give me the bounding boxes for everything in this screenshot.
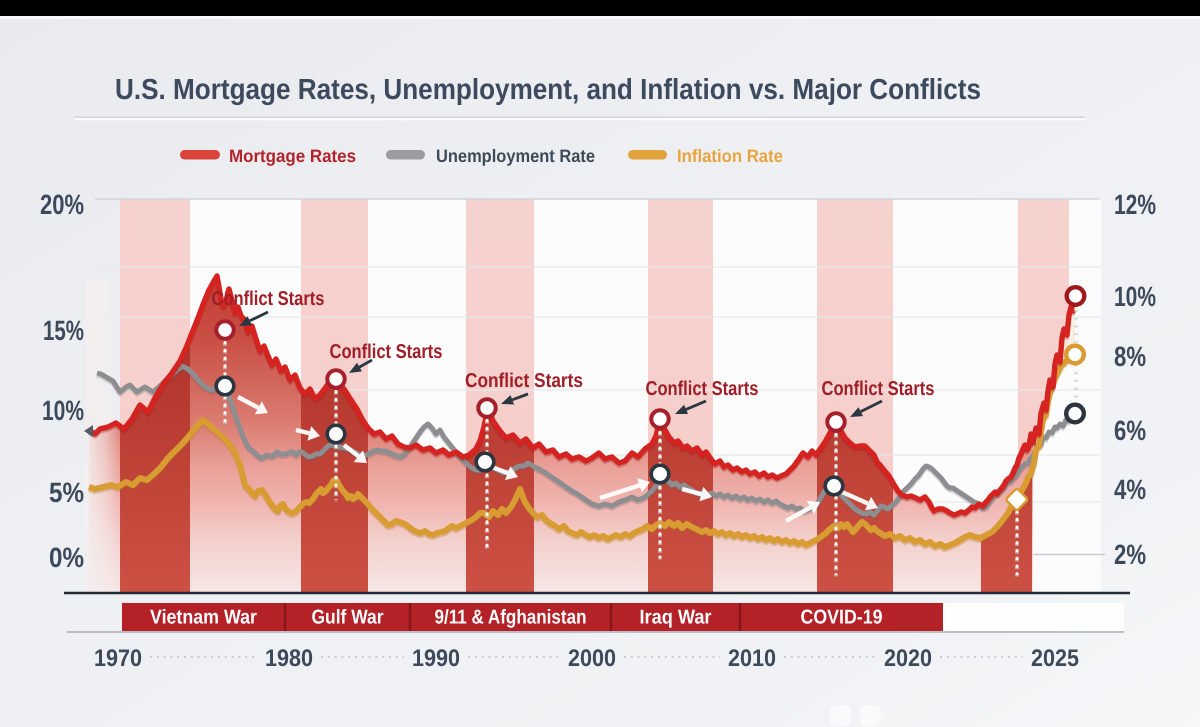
svg-text:U.S. Mortgage Rates, Unemploym: U.S. Mortgage Rates, Unemployment, and I… [115,74,981,106]
svg-text:Gulf War: Gulf War [312,607,384,629]
svg-text:1980: 1980 [265,645,313,672]
svg-text:Conflict Starts: Conflict Starts [646,378,759,400]
svg-text:Inflation Rate: Inflation Rate [677,146,783,166]
svg-text:2010: 2010 [728,645,776,672]
svg-text:1990: 1990 [412,645,460,672]
svg-text:2000: 2000 [568,645,616,672]
svg-text:15%: 15% [43,315,84,346]
svg-text:10%: 10% [42,395,84,426]
svg-text:2%: 2% [1114,539,1146,570]
svg-text:6%: 6% [1114,415,1146,446]
svg-text:Conflict Starts: Conflict Starts [822,378,935,400]
svg-text:Conflict Starts: Conflict Starts [330,341,443,363]
svg-text:Iraq War: Iraq War [640,607,712,629]
svg-text:0%: 0% [49,542,84,573]
svg-text:8%: 8% [1114,341,1146,372]
svg-text:12%: 12% [1114,189,1156,220]
svg-text:1970: 1970 [94,645,142,672]
svg-text:5%: 5% [49,477,84,508]
svg-text:2020: 2020 [884,645,932,672]
svg-text:4%: 4% [1114,474,1146,505]
svg-text:Unemployment Rate: Unemployment Rate [436,146,595,166]
svg-text:COVID-19: COVID-19 [801,607,883,629]
svg-text:Conflict Starts: Conflict Starts [465,370,583,392]
svg-text:Conflict Starts: Conflict Starts [212,288,325,310]
svg-text:10%: 10% [1114,281,1156,312]
svg-text:Vietnam War: Vietnam War [150,607,257,629]
svg-text:Mortgage Rates: Mortgage Rates [229,146,356,166]
svg-text:20%: 20% [40,189,84,220]
svg-text:2025: 2025 [1031,645,1079,672]
svg-text:9/11 & Afghanistan: 9/11 & Afghanistan [435,607,587,629]
